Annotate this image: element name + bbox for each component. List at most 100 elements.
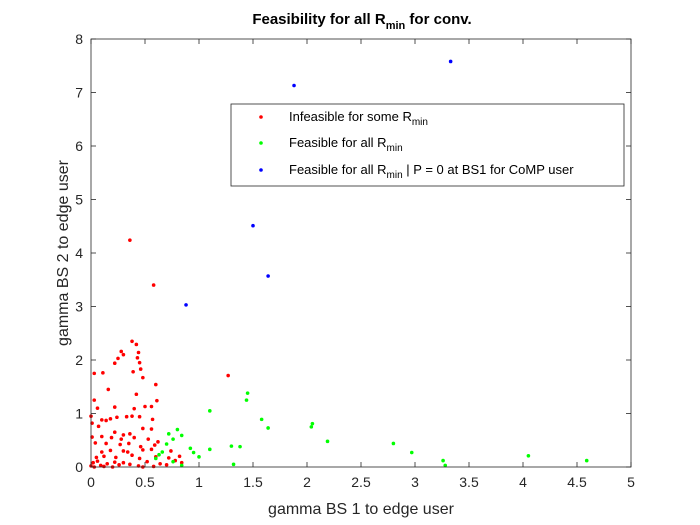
data-point-series-1	[150, 417, 155, 422]
data-point-series-1	[100, 450, 104, 454]
data-point-series-3	[251, 223, 255, 228]
data-point-series-2	[310, 421, 315, 426]
data-point-series-3	[184, 303, 188, 307]
data-point-series-1	[104, 418, 108, 423]
data-point-series-1	[98, 463, 103, 468]
data-point-series-1	[95, 459, 100, 463]
data-point-series-1	[96, 424, 101, 429]
legend-label: Feasible for all Rmin | P = 0 at BS1 for…	[289, 162, 574, 181]
data-point-series-1	[112, 430, 117, 435]
data-point-series-1	[102, 454, 106, 459]
data-point-series-1	[121, 433, 126, 437]
data-point-series-1	[141, 426, 145, 431]
x-tick-label: 3	[411, 474, 419, 490]
data-point-series-1	[125, 450, 130, 454]
data-point-series-1	[128, 238, 132, 242]
data-point-series-2	[188, 446, 193, 451]
y-axis: 0 1 2 3 4 5 6 7 8	[75, 31, 631, 475]
data-point-series-1	[130, 339, 134, 344]
data-point-series-1	[164, 463, 169, 467]
data-point-series-1	[145, 459, 149, 464]
data-point-series-1	[155, 398, 159, 403]
data-point-series-2	[208, 447, 212, 452]
data-point-series-1	[128, 462, 132, 467]
data-point-series-1	[130, 453, 134, 458]
data-point-series-1	[121, 352, 126, 357]
legend-marker	[259, 115, 263, 119]
data-point-series-1	[136, 350, 141, 355]
data-point-series-3	[266, 274, 270, 278]
data-point-series-1	[166, 456, 171, 460]
data-point-series-1	[146, 437, 151, 441]
data-point-series-1	[92, 398, 97, 402]
data-point-series-2	[179, 463, 184, 468]
data-point-series-1	[177, 454, 182, 459]
data-point-series-1	[101, 371, 105, 375]
data-point-series-1	[134, 392, 139, 397]
data-point-series-1	[135, 356, 140, 360]
data-point-series-2	[309, 425, 314, 429]
x-tick-label: 4	[519, 474, 527, 490]
y-tick-label: 8	[75, 31, 83, 47]
data-point-series-1	[112, 405, 117, 409]
y-tick-label: 6	[75, 138, 83, 154]
data-point-series-1	[158, 461, 162, 466]
data-point-series-1	[137, 360, 142, 365]
data-point-series-1	[121, 460, 126, 465]
data-point-series-1	[138, 367, 143, 371]
legend: Infeasible for some Rmin Feasible for all…	[230, 103, 625, 187]
data-point-series-1	[128, 432, 132, 436]
data-point-series-1	[149, 427, 154, 431]
data-point-series-1	[137, 456, 142, 461]
data-point-series-2	[160, 450, 165, 454]
data-point-series-2	[409, 450, 414, 455]
data-point-series-1	[94, 455, 99, 460]
legend-label: Infeasible for some Rmin	[289, 109, 428, 128]
data-point-series-2	[179, 433, 184, 438]
chart-title: Feasibility for all Rmin for conv.	[252, 11, 471, 32]
y-tick-label: 1	[75, 406, 83, 422]
data-point-series-2	[197, 455, 201, 459]
x-axis-label: gamma BS 1 to edge user	[268, 501, 455, 518]
x-axis: 0 0.5 1 1.5 2 2.5 3 3.5 4 4.5 5	[87, 39, 635, 490]
x-tick-label: 1	[195, 474, 203, 490]
data-point-series-1	[105, 461, 109, 466]
data-point-series-1	[137, 414, 142, 419]
data-point-series-2	[231, 462, 236, 467]
data-point-series-1	[114, 455, 118, 460]
y-tick-label: 4	[75, 245, 83, 261]
data-point-series-2	[391, 441, 396, 446]
data-point-series-1	[132, 435, 136, 440]
data-point-series-2	[154, 456, 158, 461]
data-point-series-2	[171, 437, 175, 441]
data-point-series-2	[164, 442, 169, 446]
data-point-series-1	[143, 404, 147, 409]
data-point-series-1	[154, 382, 158, 387]
data-point-series-1	[92, 371, 97, 376]
data-point-series-1	[119, 437, 124, 441]
data-point-series-1	[116, 356, 120, 361]
x-tick-label: 1.5	[243, 474, 263, 490]
data-points	[89, 59, 589, 469]
data-point-series-1	[131, 369, 135, 374]
data-point-series-1	[149, 404, 154, 409]
data-point-series-2	[229, 444, 234, 448]
data-point-series-1	[95, 406, 100, 410]
data-point-series-1	[100, 434, 104, 439]
legend-marker	[259, 141, 263, 145]
x-tick-label: 5	[627, 474, 635, 490]
data-point-series-1	[127, 441, 131, 446]
data-point-series-2	[166, 432, 171, 436]
data-point-series-1	[151, 283, 156, 287]
data-point-series-1	[115, 415, 119, 420]
data-point-series-2	[441, 458, 445, 463]
y-tick-label: 5	[75, 192, 83, 208]
data-point-series-1	[138, 444, 143, 449]
y-axis-label: gamma BS 2 to edge user	[55, 159, 72, 346]
data-point-series-1	[108, 448, 113, 453]
data-point-series-1	[109, 435, 114, 440]
data-point-series-2	[443, 463, 448, 468]
y-tick-label: 2	[75, 352, 83, 368]
legend-box	[230, 103, 625, 187]
